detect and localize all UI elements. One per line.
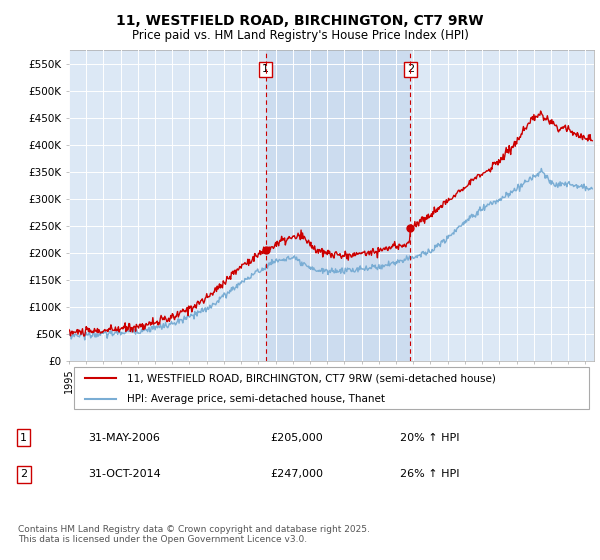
Text: Contains HM Land Registry data © Crown copyright and database right 2025.
This d: Contains HM Land Registry data © Crown c…	[18, 525, 370, 544]
Text: 1: 1	[20, 432, 27, 442]
Text: Price paid vs. HM Land Registry's House Price Index (HPI): Price paid vs. HM Land Registry's House …	[131, 29, 469, 42]
Text: HPI: Average price, semi-detached house, Thanet: HPI: Average price, semi-detached house,…	[127, 394, 385, 404]
FancyBboxPatch shape	[74, 366, 589, 409]
Text: £205,000: £205,000	[271, 432, 323, 442]
Text: 11, WESTFIELD ROAD, BIRCHINGTON, CT7 9RW: 11, WESTFIELD ROAD, BIRCHINGTON, CT7 9RW	[116, 14, 484, 28]
Text: 31-OCT-2014: 31-OCT-2014	[88, 469, 161, 479]
Text: 26% ↑ HPI: 26% ↑ HPI	[400, 469, 460, 479]
Text: 1: 1	[262, 64, 269, 74]
Text: 2: 2	[407, 64, 414, 74]
Text: 11, WESTFIELD ROAD, BIRCHINGTON, CT7 9RW (semi-detached house): 11, WESTFIELD ROAD, BIRCHINGTON, CT7 9RW…	[127, 373, 496, 383]
Bar	[266, 50, 410, 361]
Text: £247,000: £247,000	[271, 469, 323, 479]
Text: 2: 2	[20, 469, 27, 479]
Text: 20% ↑ HPI: 20% ↑ HPI	[400, 432, 460, 442]
Text: 31-MAY-2006: 31-MAY-2006	[88, 432, 160, 442]
